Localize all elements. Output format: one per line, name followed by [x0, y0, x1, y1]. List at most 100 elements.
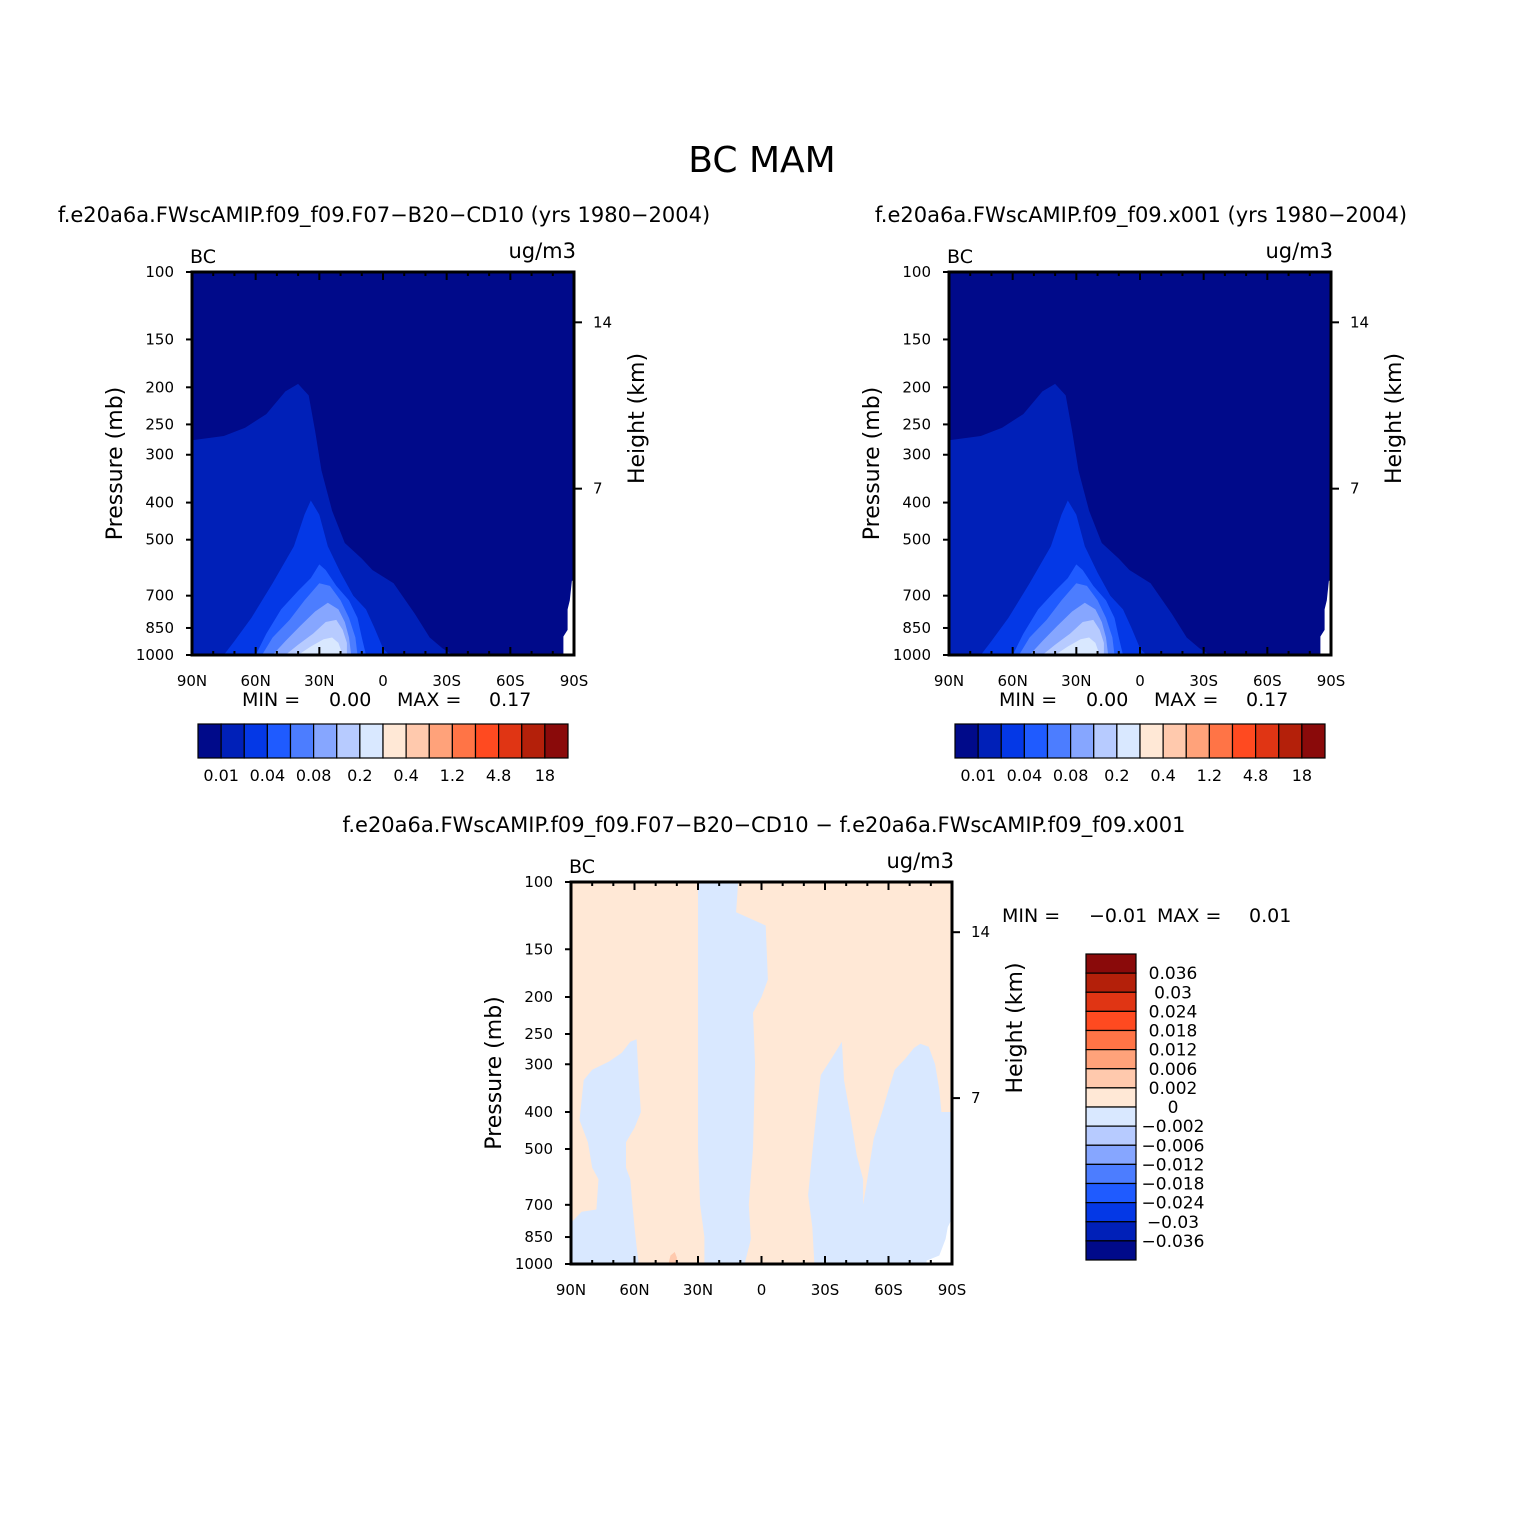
x-tick-label: 0	[757, 1281, 767, 1299]
figure-title: BC MAM	[688, 140, 835, 181]
y-tick-label: 700	[902, 587, 931, 605]
colorbar-box	[1085, 1221, 1137, 1242]
colorbar-box	[1085, 1163, 1137, 1185]
y-axis-title: Pressure (mb)	[103, 387, 128, 541]
y-tick-label: 200	[145, 378, 174, 396]
colorbar-label: 18	[535, 766, 555, 785]
colorbar-label: 0.036	[1149, 964, 1198, 984]
y-tick-label: 100	[145, 263, 174, 281]
colorbar-label: 0.2	[347, 766, 372, 785]
panel-3: f.e20a6a.FWscAMIP.f09_f09.F07−B20−CD10 −…	[342, 813, 1291, 1299]
min-label: MIN =	[1002, 905, 1060, 927]
colorbar-label: 0.03	[1154, 983, 1192, 1003]
colorbar-box	[1085, 953, 1137, 974]
y-tick-label: 500	[902, 531, 931, 549]
contour-level-1	[698, 882, 768, 1264]
y-tick-label: 250	[902, 415, 931, 433]
colorbar-box	[1085, 1106, 1137, 1127]
y-tick-label: 150	[524, 940, 553, 958]
y-tick-label: 100	[524, 873, 553, 891]
min-value: 0.00	[329, 689, 371, 711]
y-tick-label: 300	[145, 446, 174, 464]
colorbar-label: −0.03	[1147, 1213, 1199, 1233]
contour-level-1	[949, 383, 1210, 655]
x-tick-label: 60N	[619, 1281, 649, 1299]
colorbar-box	[405, 723, 430, 759]
y-axis-title-right: Height (km)	[1382, 353, 1407, 484]
colorbar-label: 0.018	[1149, 1022, 1198, 1042]
variable-label: BC	[947, 246, 973, 268]
y-tick-label: 1000	[515, 1255, 553, 1273]
colorbar-label: 18	[1292, 766, 1312, 785]
colorbar-box	[1162, 723, 1187, 759]
missing-data-region	[926, 1218, 952, 1264]
panel-1: f.e20a6a.FWscAMIP.f09_f09.F07−B20−CD10 (…	[58, 203, 710, 785]
colorbar-box	[1139, 723, 1164, 759]
colorbar-box	[977, 723, 1002, 759]
height-tick-label: 7	[593, 480, 603, 498]
y-tick-label: 150	[145, 330, 174, 348]
height-tick-label: 14	[1350, 313, 1369, 331]
x-tick-label: 30S	[811, 1281, 840, 1299]
min-label: MIN =	[999, 689, 1057, 711]
y-tick-label: 850	[524, 1228, 553, 1246]
x-tick-label: 90N	[556, 1281, 586, 1299]
colorbar-box	[197, 723, 222, 759]
colorbar-box	[544, 723, 569, 759]
colorbar-label: 0.006	[1149, 1060, 1198, 1080]
colorbar-box	[954, 723, 979, 759]
y-tick-label: 850	[145, 619, 174, 637]
colorbar-label: −0.018	[1142, 1175, 1205, 1195]
y-tick-label: 150	[902, 330, 931, 348]
y-tick-label: 400	[524, 1103, 553, 1121]
colorbar-label: −0.002	[1142, 1117, 1205, 1137]
missing-data-region	[563, 580, 574, 655]
x-tick-label: 60S	[496, 672, 525, 690]
contour-level-2	[571, 1039, 641, 1264]
x-tick-label: 0	[1135, 672, 1145, 690]
colorbar-label: −0.006	[1142, 1136, 1205, 1156]
colorbar-label: 0.2	[1104, 766, 1129, 785]
x-tick-label: 90S	[1317, 672, 1346, 690]
y-tick-label: 200	[524, 988, 553, 1006]
colorbar-label: 0.08	[296, 766, 332, 785]
colorbar: 0.01 0.04 0.08 0.2 0.4 1.2 4.8 18	[197, 723, 569, 785]
max-value: 0.17	[1246, 689, 1288, 711]
x-tick-label: 60S	[1253, 672, 1282, 690]
contour-level-7	[298, 637, 343, 655]
colorbar-box	[1085, 1144, 1137, 1165]
colorbar-box	[220, 723, 245, 759]
colorbar-label: 4.8	[486, 766, 511, 785]
colorbar-box	[243, 723, 268, 759]
x-tick-label: 90S	[560, 672, 589, 690]
y-tick-label: 500	[145, 531, 174, 549]
colorbar-box	[1070, 723, 1095, 759]
panel-2: f.e20a6a.FWscAMIP.f09_f09.x001 (yrs 1980…	[860, 203, 1407, 785]
colorbar-label: 0.01	[960, 766, 996, 785]
colorbar-label: 1.2	[440, 766, 465, 785]
colorbar-label: −0.036	[1142, 1232, 1205, 1252]
missing-data-region	[1320, 580, 1331, 655]
colorbar-label: 0.04	[250, 766, 286, 785]
max-value: 0.17	[489, 689, 531, 711]
y-axis-title: Pressure (mb)	[482, 996, 507, 1150]
colorbar-label: 1.2	[1197, 766, 1222, 785]
x-tick-label: 30S	[432, 672, 461, 690]
contour-level-7	[1055, 637, 1100, 655]
colorbar-box	[498, 723, 523, 759]
colorbar-label: 0.01	[203, 766, 239, 785]
colorbar-label: 4.8	[1243, 766, 1268, 785]
colorbar-box	[1085, 1202, 1137, 1223]
y-axis-title-right: Height (km)	[1003, 962, 1028, 1093]
colorbar-label: 0.4	[393, 766, 418, 785]
contour-field	[192, 272, 574, 655]
units-label: ug/m3	[886, 849, 954, 873]
colorbar-box	[451, 723, 477, 759]
colorbar-box	[1085, 1049, 1137, 1070]
colorbar-box	[313, 723, 338, 759]
x-tick-label: 30S	[1189, 672, 1218, 690]
colorbar: 0.01 0.04 0.08 0.2 0.4 1.2 4.8 18	[954, 723, 1326, 785]
colorbar-box	[1085, 1029, 1137, 1051]
colorbar-label: −0.012	[1142, 1155, 1205, 1175]
